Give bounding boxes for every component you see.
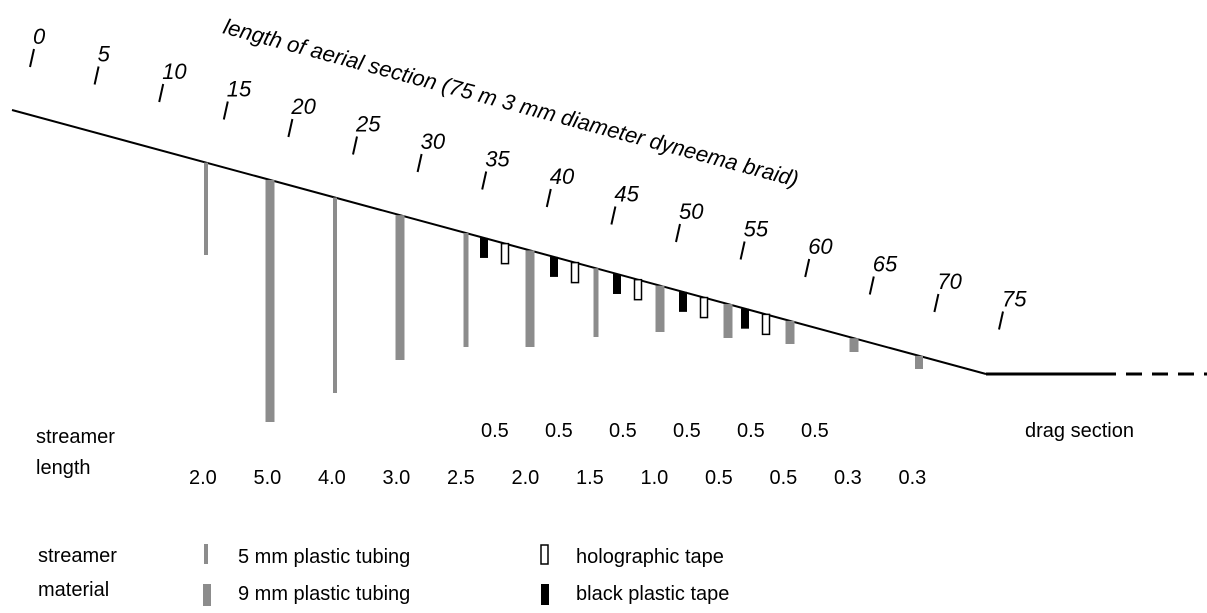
legend-item-black-tape: black plastic tape — [576, 583, 729, 605]
tick-label: 75 — [1002, 287, 1027, 312]
holographic-tape-streamer — [633, 278, 643, 301]
legend-item-holographic-tape: holographic tape — [576, 546, 724, 568]
tubing-length-value: 2.5 — [447, 467, 475, 489]
tick-label: 45 — [614, 182, 639, 207]
aerial-section-line — [11, 109, 987, 375]
legend-swatch-holographic-tape — [540, 544, 549, 565]
tape-length-value: 0.5 — [481, 420, 509, 442]
holographic-tape-streamer — [761, 313, 771, 336]
legend-label-line2: material — [38, 579, 109, 601]
black-tape-streamer — [679, 291, 687, 312]
black-tape-streamer — [613, 273, 621, 294]
tubing-streamer — [395, 215, 405, 360]
black-tape-streamer — [741, 308, 749, 329]
tick-label: 20 — [290, 94, 316, 119]
tick-label: 40 — [550, 164, 575, 189]
tick-label: 65 — [873, 252, 898, 277]
tick-mark — [352, 136, 358, 155]
tick-mark — [222, 101, 229, 120]
tubing-streamer — [723, 304, 733, 338]
tick-label: 70 — [937, 269, 962, 294]
tubing-length-value: 0.3 — [899, 467, 927, 489]
tick-label: 30 — [421, 129, 446, 154]
tick-mark — [998, 311, 1004, 330]
tubing-streamer — [593, 268, 599, 337]
tubing-length-value: 3.0 — [383, 467, 411, 489]
black-tape-streamer — [550, 256, 558, 277]
legend-swatch-5mm-tubing — [204, 544, 208, 564]
legend-label-line1: streamer — [38, 545, 117, 567]
tape-length-value: 0.5 — [801, 420, 829, 442]
tubing-streamer — [333, 197, 337, 393]
tick-mark — [739, 241, 746, 260]
tubing-streamer — [463, 233, 469, 347]
tubing-streamer — [204, 162, 208, 255]
tape-length-value: 0.5 — [737, 420, 765, 442]
holographic-tape-streamer — [570, 261, 580, 284]
tick-mark — [868, 276, 875, 295]
black-tape-streamer — [480, 237, 488, 258]
streamer-length-label-line1: streamer — [36, 426, 115, 448]
tubing-length-value: 1.5 — [576, 467, 604, 489]
tubing-length-value: 5.0 — [254, 467, 282, 489]
tape-length-value: 0.5 — [609, 420, 637, 442]
tubing-length-value: 4.0 — [318, 467, 346, 489]
holographic-tape-streamer — [699, 296, 709, 319]
drag-section-label: drag section — [1025, 420, 1134, 442]
tape-length-value: 0.5 — [673, 420, 701, 442]
tick-mark — [610, 206, 617, 225]
tick-label: 10 — [162, 59, 187, 84]
tick-mark — [804, 258, 811, 278]
tick-mark — [158, 83, 165, 103]
legend-swatch-black-tape — [541, 584, 549, 605]
tick-label: 5 — [98, 42, 111, 67]
streamer-length-label-line2: length — [36, 457, 91, 479]
tubing-streamer — [525, 250, 535, 347]
tick-label: 35 — [485, 147, 510, 172]
tick-label: 55 — [744, 217, 769, 242]
legend-swatch-9mm-tubing — [203, 584, 211, 606]
tubing-length-value: 0.3 — [834, 467, 862, 489]
tubing-length-value: 2.0 — [189, 467, 217, 489]
tick-mark — [93, 66, 100, 85]
tubing-length-value: 0.5 — [705, 467, 733, 489]
legend-item-5mm-tubing: 5 mm plastic tubing — [238, 546, 410, 568]
tick-mark — [933, 293, 940, 313]
tick-mark — [545, 188, 552, 208]
tubing-length-value: 0.5 — [770, 467, 798, 489]
tick-mark — [481, 171, 488, 190]
tubing-streamer — [655, 285, 665, 332]
tick-label: 0 — [33, 24, 46, 49]
holographic-tape-streamer — [500, 242, 510, 265]
tick-mark — [287, 118, 294, 138]
tubing-streamer — [265, 179, 275, 422]
legend-item-9mm-tubing: 9 mm plastic tubing — [238, 583, 410, 605]
tick-mark — [675, 223, 681, 243]
tubing-streamer — [849, 338, 859, 352]
tape-length-value: 0.5 — [545, 420, 573, 442]
tick-label: 25 — [355, 112, 381, 137]
tick-label: 50 — [679, 199, 704, 224]
tick-mark — [29, 48, 35, 68]
tubing-streamer — [785, 320, 795, 344]
tubing-length-value: 2.0 — [512, 467, 540, 489]
tick-mark — [416, 153, 423, 173]
tick-label: 60 — [808, 234, 833, 259]
tubing-length-value: 1.0 — [641, 467, 669, 489]
tick-label: 15 — [227, 77, 252, 102]
tubing-streamer — [915, 355, 923, 369]
